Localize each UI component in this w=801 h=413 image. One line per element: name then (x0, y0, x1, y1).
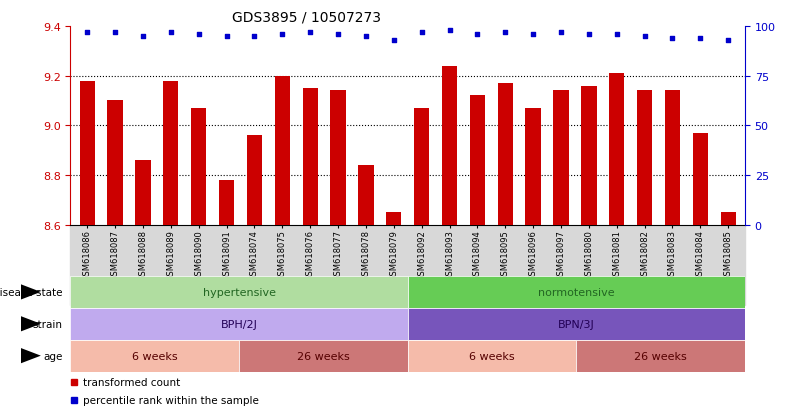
Bar (582, 86, 597, 225)
Bar (135, 161, 151, 225)
Bar (70, 340, 239, 372)
Point (360, 33, 372, 40)
Bar (721, 213, 736, 225)
Point (220, 33, 233, 40)
Text: 6 weeks: 6 weeks (132, 351, 178, 361)
Bar (330, 91, 346, 225)
Bar (303, 89, 318, 225)
Bar (693, 133, 708, 225)
Point (248, 33, 261, 40)
Bar (358, 166, 373, 225)
Point (276, 31, 288, 38)
Point (471, 31, 484, 38)
Bar (275, 76, 290, 225)
Point (499, 29, 512, 36)
Bar (497, 84, 513, 225)
Bar (442, 66, 457, 225)
Text: normotensive: normotensive (538, 287, 614, 297)
Point (415, 29, 428, 36)
Point (527, 31, 540, 38)
Bar (70, 308, 408, 340)
Point (722, 38, 735, 44)
Text: BPN/3J: BPN/3J (558, 319, 594, 329)
Text: transformed count: transformed count (83, 377, 181, 387)
Text: age: age (43, 351, 62, 361)
Bar (408, 308, 745, 340)
Bar (414, 109, 429, 225)
Bar (637, 91, 652, 225)
Text: GDS3895 / 10507273: GDS3895 / 10507273 (232, 10, 381, 24)
Point (332, 31, 344, 38)
Bar (79, 81, 95, 225)
Polygon shape (21, 348, 41, 363)
Text: strain: strain (33, 319, 62, 329)
Bar (525, 109, 541, 225)
Point (81, 29, 94, 36)
Bar (609, 74, 625, 225)
Point (388, 38, 400, 44)
Bar (239, 340, 408, 372)
Text: disease state: disease state (0, 287, 62, 297)
Text: 26 weeks: 26 weeks (297, 351, 350, 361)
Point (192, 31, 205, 38)
Bar (577, 340, 745, 372)
Text: percentile rank within the sample: percentile rank within the sample (83, 395, 260, 405)
Bar (386, 213, 401, 225)
Point (109, 29, 122, 36)
Point (666, 36, 679, 42)
Polygon shape (21, 285, 41, 300)
Point (443, 28, 456, 34)
Text: hypertensive: hypertensive (203, 287, 276, 297)
Point (304, 29, 316, 36)
Bar (408, 276, 745, 308)
Point (694, 36, 706, 42)
Bar (665, 91, 680, 225)
Bar (191, 109, 207, 225)
Bar (107, 101, 123, 225)
Point (164, 29, 177, 36)
Text: 6 weeks: 6 weeks (469, 351, 515, 361)
Bar (553, 91, 569, 225)
Point (610, 31, 623, 38)
Point (554, 29, 567, 36)
Point (582, 31, 595, 38)
Bar (469, 96, 485, 225)
Polygon shape (21, 316, 41, 332)
Bar (163, 81, 179, 225)
Bar (247, 136, 262, 225)
Point (638, 33, 651, 40)
Bar (219, 180, 234, 225)
Bar (70, 276, 408, 308)
Bar (408, 340, 577, 372)
Point (136, 33, 149, 40)
Text: 26 weeks: 26 weeks (634, 351, 687, 361)
Text: BPH/2J: BPH/2J (220, 319, 258, 329)
